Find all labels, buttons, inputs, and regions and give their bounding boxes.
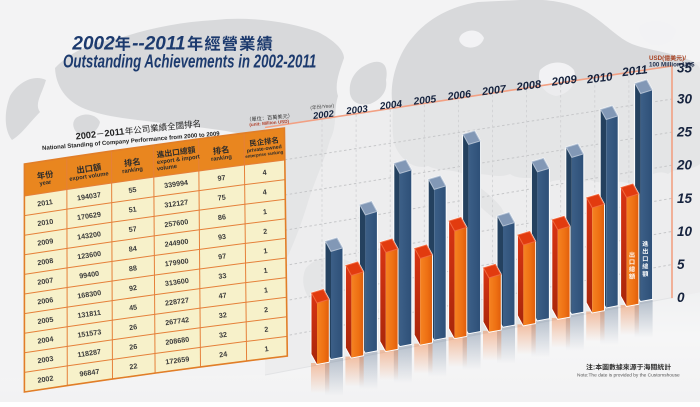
- svg-text:172659: 172659: [165, 354, 190, 366]
- svg-text:25: 25: [676, 125, 693, 140]
- svg-text:(: (: [310, 105, 313, 111]
- svg-text:5: 5: [677, 257, 685, 272]
- svg-text:100 Million US$: 100 Million US$: [649, 62, 695, 69]
- svg-text:2002: 2002: [311, 107, 335, 121]
- svg-text:2002: 2002: [71, 34, 115, 55]
- svg-text:2006: 2006: [446, 88, 472, 103]
- svg-text:22: 22: [129, 361, 138, 371]
- svg-text:1: 1: [264, 344, 269, 353]
- svg-text:86: 86: [217, 212, 226, 222]
- svg-text:51: 51: [128, 205, 137, 215]
- svg-text:2011: 2011: [620, 62, 648, 79]
- svg-text:20: 20: [676, 158, 693, 173]
- svg-text::: :: [593, 365, 595, 372]
- svg-text:194037: 194037: [76, 190, 101, 202]
- svg-text:2010: 2010: [585, 70, 614, 86]
- svg-text:2005: 2005: [412, 94, 437, 108]
- svg-text:ranking: ranking: [211, 154, 233, 163]
- svg-text:2: 2: [264, 325, 269, 334]
- svg-text:1: 1: [263, 285, 268, 294]
- svg-text:enterprise ranking: enterprise ranking: [245, 149, 284, 159]
- svg-text:2005: 2005: [37, 315, 54, 326]
- svg-text:2004: 2004: [378, 99, 403, 113]
- svg-text:151573: 151573: [77, 327, 102, 339]
- svg-text:24: 24: [219, 349, 228, 359]
- svg-text:339994: 339994: [164, 178, 189, 190]
- svg-text:33: 33: [218, 271, 227, 281]
- svg-text:(unit: Million USD): (unit: Million USD): [249, 119, 290, 127]
- svg-text:2: 2: [263, 227, 268, 236]
- svg-text:0: 0: [677, 290, 685, 305]
- svg-text:92: 92: [128, 283, 137, 293]
- svg-text:2009: 2009: [550, 74, 578, 89]
- svg-text:312127: 312127: [164, 197, 189, 209]
- svg-text:267742: 267742: [165, 315, 190, 327]
- svg-text:88: 88: [128, 263, 137, 273]
- svg-text:1: 1: [262, 207, 267, 216]
- svg-text:97: 97: [217, 173, 226, 183]
- svg-text:208680: 208680: [165, 335, 190, 347]
- svg-text:2003: 2003: [37, 354, 54, 365]
- svg-text:96847: 96847: [79, 367, 100, 379]
- svg-text:2003: 2003: [345, 104, 369, 118]
- svg-text:volume: volume: [157, 164, 179, 173]
- svg-text:2010: 2010: [37, 217, 54, 228]
- svg-text:4: 4: [262, 187, 267, 196]
- svg-text:15: 15: [677, 191, 693, 206]
- svg-text:2011: 2011: [37, 197, 54, 208]
- svg-text:year: year: [39, 180, 52, 188]
- svg-text:244900: 244900: [164, 237, 189, 249]
- svg-text:45: 45: [128, 303, 137, 313]
- svg-text:1: 1: [263, 266, 268, 275]
- svg-text:118287: 118287: [77, 347, 102, 359]
- svg-text:131811: 131811: [77, 308, 102, 320]
- svg-text:143200: 143200: [77, 229, 102, 241]
- svg-text:99400: 99400: [79, 269, 100, 281]
- svg-text:2007: 2007: [480, 83, 507, 98]
- svg-text:93: 93: [217, 232, 226, 242]
- svg-text:USD(: USD(: [649, 55, 665, 62]
- svg-text:57: 57: [128, 224, 137, 234]
- svg-text:Note:The date is provided by t: Note:The date is provided by the Customs…: [577, 373, 680, 379]
- svg-text:ranking: ranking: [122, 166, 144, 175]
- svg-text:97: 97: [218, 251, 227, 261]
- svg-text:75: 75: [217, 193, 226, 203]
- svg-text:179900: 179900: [164, 256, 189, 268]
- svg-text:313600: 313600: [164, 276, 189, 288]
- svg-text:228727: 228727: [164, 295, 189, 307]
- svg-text:2007: 2007: [37, 275, 54, 286]
- svg-text:26: 26: [129, 342, 138, 352]
- svg-text:1: 1: [263, 246, 268, 255]
- svg-text:32: 32: [218, 310, 227, 320]
- svg-text:2008: 2008: [37, 256, 54, 267]
- svg-text:26: 26: [129, 322, 138, 332]
- svg-text:)/: )/: [682, 55, 686, 62]
- svg-text:168300: 168300: [77, 288, 102, 300]
- svg-text:35: 35: [677, 61, 693, 76]
- svg-text:4: 4: [262, 168, 267, 177]
- svg-text:2008: 2008: [515, 79, 543, 94]
- svg-text:/Year): /Year): [321, 103, 335, 110]
- svg-text:10: 10: [677, 224, 693, 239]
- svg-text:private-owned: private-owned: [247, 144, 283, 154]
- svg-text:257600: 257600: [164, 217, 189, 229]
- svg-text:55: 55: [128, 185, 137, 195]
- svg-text:2011: 2011: [104, 126, 125, 138]
- svg-text:Outstanding Achievements in 20: Outstanding Achievements in 2002-2011: [63, 51, 316, 72]
- svg-text:123600: 123600: [77, 249, 102, 261]
- svg-text:47: 47: [218, 291, 227, 301]
- svg-text:2004: 2004: [37, 334, 54, 345]
- svg-text:2002: 2002: [37, 373, 54, 384]
- svg-text:export volume: export volume: [69, 171, 110, 183]
- svg-text:30: 30: [677, 92, 693, 107]
- svg-text:32: 32: [218, 330, 227, 340]
- svg-text:2: 2: [264, 305, 269, 314]
- svg-text:84: 84: [128, 244, 137, 254]
- svg-text:export & import: export & import: [157, 154, 201, 166]
- svg-text:--2011: --2011: [132, 34, 186, 55]
- svg-text:2002: 2002: [75, 129, 96, 141]
- svg-text:2009: 2009: [37, 236, 54, 247]
- svg-text:170629: 170629: [76, 210, 101, 222]
- svg-text:2006: 2006: [37, 295, 54, 306]
